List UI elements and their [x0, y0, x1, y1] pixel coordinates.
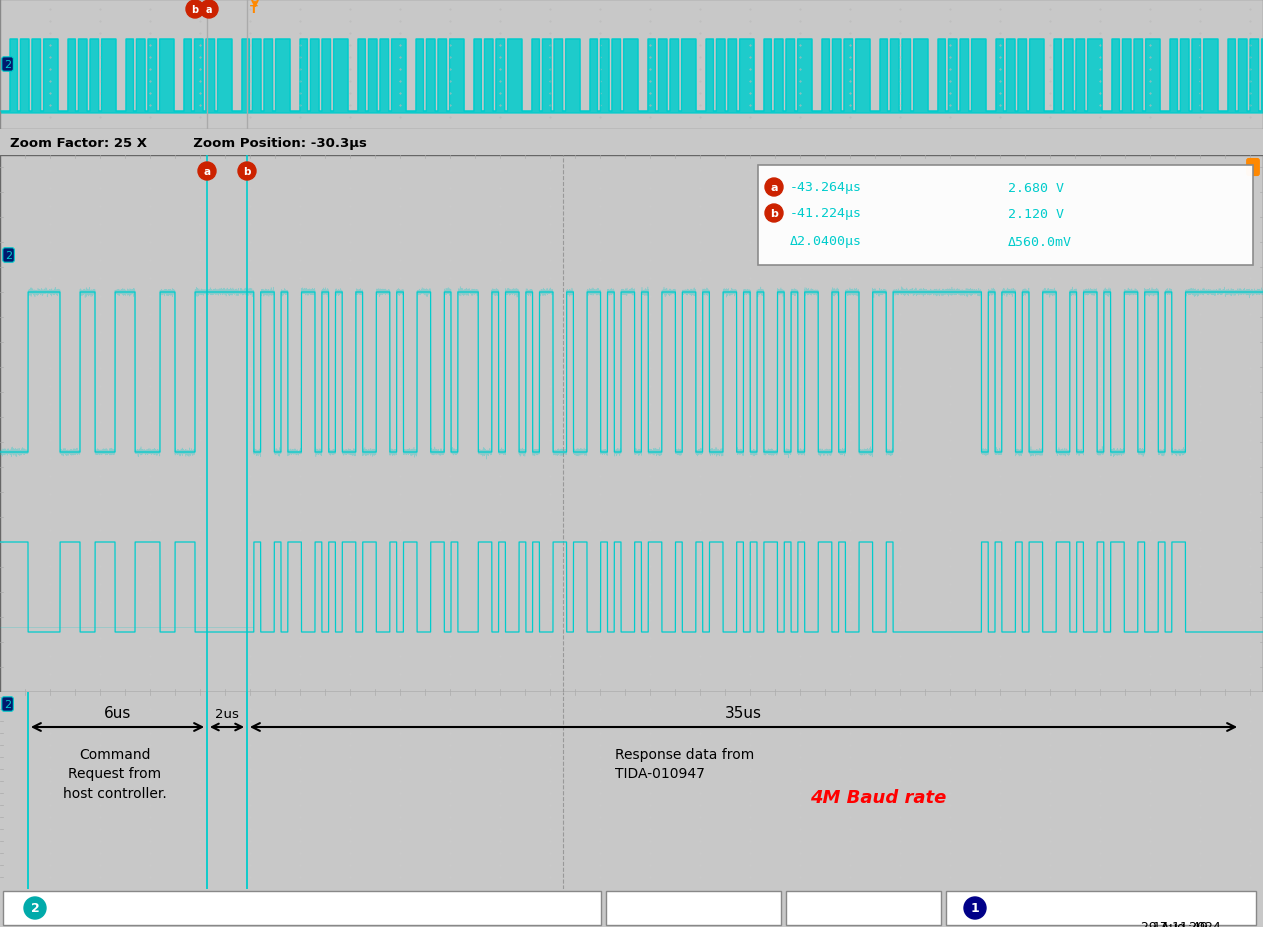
Circle shape [198, 163, 216, 181]
Text: 6us: 6us [104, 705, 131, 720]
Text: 17:11:49: 17:11:49 [1153, 921, 1209, 927]
Circle shape [200, 1, 218, 19]
Text: T: T [250, 5, 258, 15]
Text: Z 4.00μs: Z 4.00μs [616, 894, 673, 907]
Text: a: a [203, 167, 211, 177]
Circle shape [24, 897, 45, 919]
Text: a: a [206, 5, 212, 15]
Text: a: a [770, 183, 778, 193]
Text: b: b [192, 5, 198, 15]
Text: -43.264μs: -43.264μs [789, 182, 863, 195]
Text: Δ2.0400μs: Δ2.0400μs [789, 235, 863, 248]
Text: 1: 1 [971, 902, 979, 915]
Bar [758, 166, 1253, 266]
Text: 2: 2 [4, 699, 11, 709]
Text: Δ560.0mV: Δ560.0mV [1008, 235, 1072, 248]
Text: b: b [770, 209, 778, 219]
Circle shape [765, 205, 783, 222]
Text: 2.680 V: 2.680 V [1008, 182, 1063, 195]
Text: ↙  2.16 V: ↙ 2.16 V [993, 902, 1056, 915]
Circle shape [237, 163, 256, 181]
Text: 1.00 V: 1.00 V [52, 902, 95, 915]
Circle shape [964, 897, 986, 919]
Text: 2us: 2us [215, 707, 239, 720]
Text: 5.00GS/s: 5.00GS/s [796, 894, 853, 907]
Text: 2: 2 [30, 902, 39, 915]
Bar [786, 891, 941, 925]
Text: Command
Request from
host controller.: Command Request from host controller. [63, 747, 167, 800]
Text: Zoom Factor: 25 X          Zoom Position: -30.3μs: Zoom Factor: 25 X Zoom Position: -30.3μs [10, 136, 366, 149]
Text: -41.224μs: -41.224μs [789, 208, 863, 221]
Text: Response data from
TIDA-010947: Response data from TIDA-010947 [615, 747, 754, 781]
Circle shape [765, 179, 783, 197]
Text: 36.93 %: 36.93 % [616, 910, 666, 923]
Text: 29 Aug 2024: 29 Aug 2024 [1142, 921, 1221, 927]
Text: 4M Baud rate: 4M Baud rate [810, 788, 946, 806]
Text: 2: 2 [4, 60, 11, 70]
Bar [3, 891, 601, 925]
Text: 2: 2 [5, 250, 13, 260]
Text: 35us: 35us [725, 705, 762, 720]
Circle shape [186, 1, 205, 19]
Text: b: b [244, 167, 251, 177]
Bar [946, 891, 1255, 925]
Text: 5M points: 5M points [796, 910, 860, 923]
Text: 2.120 V: 2.120 V [1008, 208, 1063, 221]
Text: T: T [1249, 161, 1257, 174]
Bar [606, 891, 781, 925]
